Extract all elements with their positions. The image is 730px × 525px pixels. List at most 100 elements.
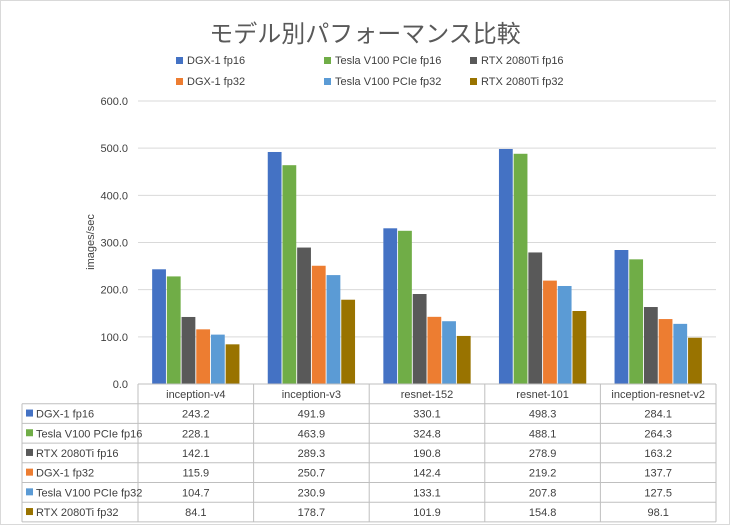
data-table: inception-v4 inception-v3 resnet-152 resnet… bbox=[21, 383, 717, 523]
y-axis: 0.0 100.0 200.0 300.0 400.0 500.0 600.0 bbox=[100, 96, 128, 391]
table-series-label: DGX-1 fp16 bbox=[36, 409, 94, 421]
table-series-label: Tesla V100 PCIe fp16 bbox=[36, 428, 142, 440]
bar bbox=[297, 247, 311, 384]
chart-title: モデル別パフォーマンス比較 bbox=[209, 20, 521, 48]
data-label: 133.1 bbox=[413, 487, 441, 499]
data-label: 137.7 bbox=[644, 468, 672, 480]
y-tick-label: 500.0 bbox=[100, 143, 128, 155]
data-label: 127.5 bbox=[644, 487, 672, 499]
data-label: 207.8 bbox=[529, 487, 557, 499]
y-tick-label: 200.0 bbox=[100, 285, 128, 297]
table-series-label: DGX-1 fp32 bbox=[36, 468, 94, 480]
data-label: 154.8 bbox=[529, 507, 557, 519]
data-label: 178.7 bbox=[298, 507, 326, 519]
data-label: 278.9 bbox=[529, 448, 557, 460]
bar bbox=[572, 310, 587, 384]
y-tick-label: 300.0 bbox=[100, 238, 128, 250]
bar bbox=[398, 230, 412, 384]
bar bbox=[673, 323, 688, 384]
legend-swatch bbox=[324, 57, 331, 64]
legend-swatch bbox=[176, 57, 183, 64]
category-label: resnet-152 bbox=[401, 389, 454, 401]
legend-label: DGX-1 fp32 bbox=[187, 76, 245, 88]
bar bbox=[166, 276, 181, 384]
bar bbox=[181, 316, 196, 384]
y-tick-label: 100.0 bbox=[100, 332, 128, 344]
table-series-label: Tesla V100 PCIe fp32 bbox=[36, 487, 142, 499]
data-label: 219.2 bbox=[529, 468, 557, 480]
category-label: inception-resnet-v2 bbox=[611, 389, 705, 401]
data-label: 324.8 bbox=[413, 428, 441, 440]
y-tick-label: 600.0 bbox=[100, 96, 128, 108]
legend-label: RTX 2080Ti fp32 bbox=[481, 76, 564, 88]
table-series-swatch bbox=[26, 508, 33, 516]
bar bbox=[427, 316, 442, 384]
table-series-swatch bbox=[26, 448, 33, 456]
bar bbox=[629, 259, 644, 384]
legend-swatch bbox=[324, 78, 331, 85]
table-series-label: RTX 2080Ti fp32 bbox=[36, 507, 119, 519]
bar bbox=[326, 275, 341, 384]
legend-label: Tesla V100 PCIe fp16 bbox=[335, 55, 441, 67]
bar bbox=[688, 337, 702, 384]
legend: DGX-1 fp16 Tesla V100 PCIe fp16 RTX 2080Ti… bbox=[176, 55, 564, 88]
data-label: 250.7 bbox=[298, 468, 326, 480]
bar bbox=[658, 319, 673, 384]
bar bbox=[543, 280, 557, 384]
bars bbox=[152, 148, 702, 384]
bar bbox=[643, 307, 658, 384]
legend-swatch bbox=[470, 78, 477, 85]
data-label: 228.1 bbox=[182, 428, 210, 440]
table-series-label: RTX 2080Ti fp16 bbox=[36, 448, 119, 460]
category-label: inception-v3 bbox=[282, 389, 341, 401]
legend-swatch bbox=[470, 57, 477, 64]
table-series-swatch bbox=[26, 429, 33, 437]
bar bbox=[196, 329, 211, 384]
data-label: 163.2 bbox=[644, 448, 672, 460]
legend-label: RTX 2080Ti fp16 bbox=[481, 55, 564, 67]
bar bbox=[412, 294, 427, 384]
bar bbox=[513, 153, 528, 384]
data-label: 488.1 bbox=[529, 428, 557, 440]
data-label: 264.3 bbox=[644, 428, 672, 440]
data-label: 491.9 bbox=[298, 409, 326, 421]
data-label: 330.1 bbox=[413, 409, 441, 421]
bar bbox=[267, 151, 282, 384]
bar bbox=[152, 269, 166, 384]
data-label: 101.9 bbox=[413, 507, 441, 519]
table-series-swatch bbox=[26, 468, 33, 476]
data-label: 243.2 bbox=[182, 409, 210, 421]
data-label: 84.1 bbox=[185, 507, 206, 519]
category-label: resnet-101 bbox=[516, 389, 569, 401]
data-label: 115.9 bbox=[182, 468, 209, 480]
bar bbox=[456, 335, 471, 384]
legend-swatch bbox=[176, 78, 183, 85]
table-series-swatch bbox=[26, 409, 33, 417]
bar bbox=[557, 285, 572, 384]
legend-label: DGX-1 fp16 bbox=[187, 55, 245, 67]
bar bbox=[528, 252, 543, 384]
data-label: 104.7 bbox=[182, 487, 210, 499]
data-label: 98.1 bbox=[647, 507, 668, 519]
bar bbox=[442, 321, 456, 384]
category-label: inception-v4 bbox=[166, 389, 225, 401]
bar bbox=[225, 344, 240, 384]
bar bbox=[498, 148, 513, 384]
data-label: 142.4 bbox=[413, 468, 441, 480]
data-label: 230.9 bbox=[298, 487, 326, 499]
bar bbox=[210, 334, 225, 384]
table-series-swatch bbox=[26, 488, 33, 496]
data-label: 498.3 bbox=[529, 409, 557, 421]
bar bbox=[383, 228, 398, 384]
y-axis-title: images/sec bbox=[85, 214, 97, 270]
data-label: 284.1 bbox=[644, 409, 672, 421]
data-label: 190.8 bbox=[413, 448, 441, 460]
bar bbox=[311, 265, 326, 384]
bar bbox=[341, 299, 356, 384]
legend-label: Tesla V100 PCIe fp32 bbox=[335, 76, 441, 88]
data-label: 142.1 bbox=[182, 448, 210, 460]
bar bbox=[614, 249, 629, 384]
y-tick-label: 400.0 bbox=[100, 190, 128, 202]
